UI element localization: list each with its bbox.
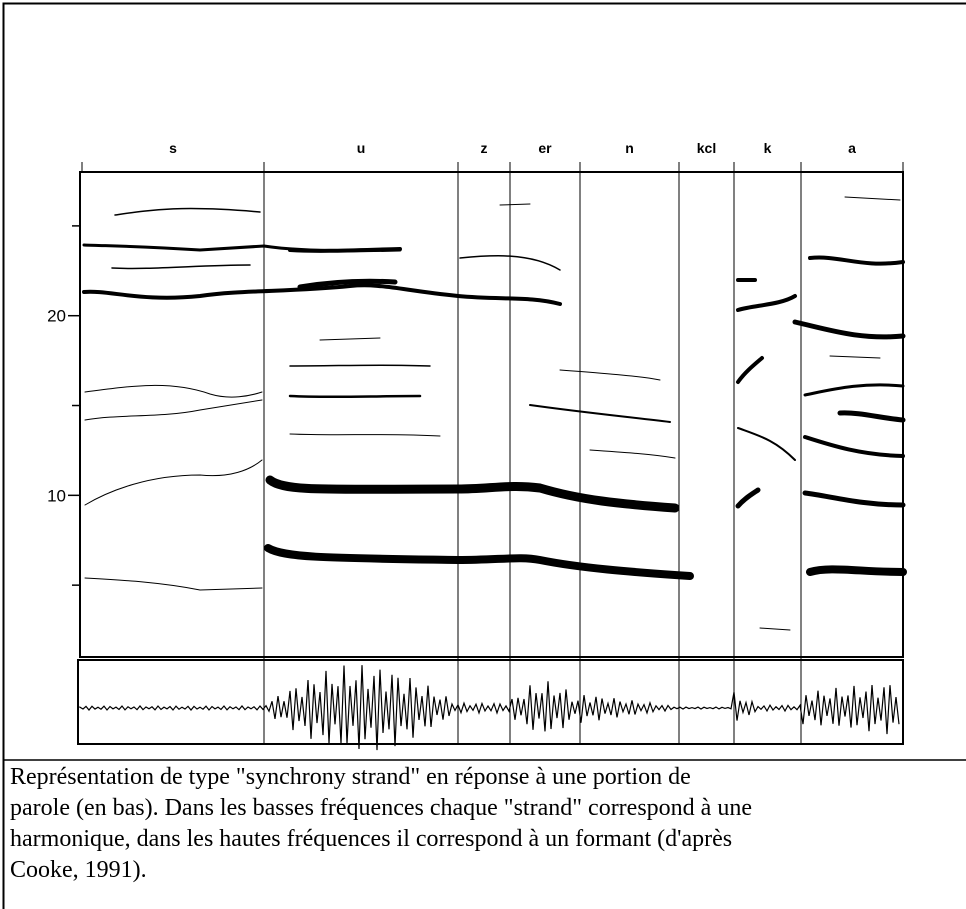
segment-label: kcl — [697, 140, 716, 156]
segment-label: er — [538, 140, 552, 156]
waveform-frame — [77, 659, 904, 745]
caption-line: harmonique, dans les hautes fréquences i… — [10, 826, 733, 852]
caption-line: parole (en bas). Dans les basses fréquen… — [10, 795, 752, 821]
caption-line: Cooke, 1991). — [10, 857, 147, 883]
segment-label: s — [169, 140, 177, 156]
waveform — [79, 665, 900, 751]
caption: Représentation de type "synchrony strand… — [10, 762, 752, 886]
segment-label: n — [625, 140, 634, 156]
y-tick-label: 10 — [47, 486, 66, 505]
caption-line: Représentation de type "synchrony strand… — [10, 764, 691, 790]
segment-label: u — [357, 140, 366, 156]
strands — [82, 196, 907, 631]
segment-label: a — [848, 140, 856, 156]
plot-frame — [79, 171, 904, 658]
segment-label: z — [481, 140, 488, 156]
segment-boundaries — [81, 162, 904, 744]
segment-label: k — [764, 140, 772, 156]
y-tick-label: 20 — [47, 307, 66, 326]
